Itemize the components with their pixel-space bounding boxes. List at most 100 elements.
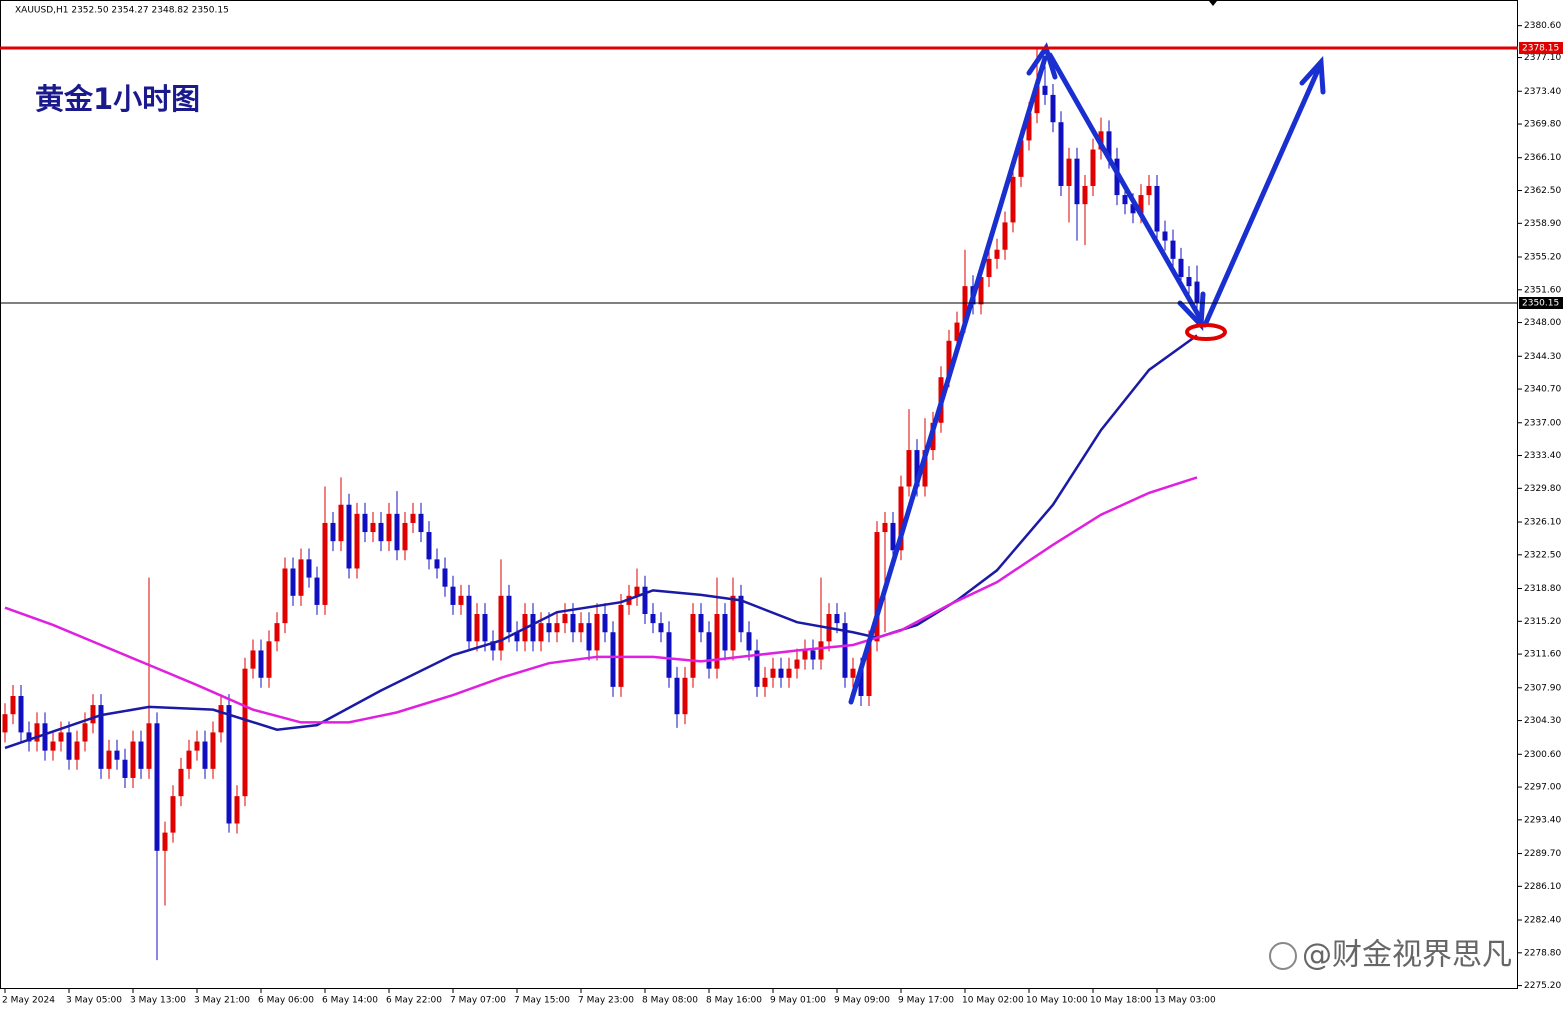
- candle-body: [746, 632, 752, 651]
- candle-body: [874, 532, 880, 642]
- candle-body: [546, 623, 552, 633]
- candle-body: [1154, 185, 1160, 232]
- candle-body: [346, 504, 352, 569]
- candle-body: [210, 732, 216, 769]
- candle-body: [322, 522, 328, 605]
- candle-body: [810, 650, 816, 660]
- candle-body: [794, 659, 800, 669]
- candle-body: [1146, 185, 1152, 196]
- candle-body: [714, 614, 720, 669]
- candle-body: [1122, 195, 1128, 205]
- candle-body: [66, 732, 72, 760]
- candle-body: [298, 559, 304, 596]
- candle-body: [354, 513, 360, 569]
- candle-body: [554, 623, 560, 633]
- y-tick-label: 2329.80: [1524, 484, 1561, 494]
- candle-body: [610, 632, 616, 687]
- y-tick-label: 2322.50: [1524, 550, 1561, 560]
- candle-body: [786, 668, 792, 678]
- y-tick-label: 2278.80: [1524, 948, 1561, 958]
- candle-body: [994, 249, 1000, 259]
- x-tick-label: 8 May 16:00: [706, 996, 762, 1006]
- candle-body: [602, 614, 608, 633]
- y-tick-label: 2344.30: [1524, 352, 1561, 362]
- y-tick-label: 2351.60: [1524, 285, 1561, 295]
- watermark-group: @财金视界思凡: [1269, 938, 1512, 973]
- candle-body: [778, 668, 784, 678]
- y-tick-label: 2286.10: [1524, 882, 1561, 892]
- candle-body: [1074, 158, 1080, 205]
- target-ellipse: [1185, 323, 1227, 341]
- candle-body: [386, 513, 392, 542]
- y-tick-label: 2358.90: [1524, 219, 1561, 229]
- y-tick-label: 2318.80: [1524, 584, 1561, 594]
- candle-body: [762, 677, 768, 687]
- x-tick-label: 7 May 23:00: [578, 996, 634, 1006]
- x-tick-label: 9 May 01:00: [770, 996, 826, 1006]
- y-tick-label: 2297.00: [1524, 783, 1561, 793]
- candle-body: [138, 741, 144, 769]
- candle-body: [162, 832, 168, 851]
- candle-body: [986, 258, 992, 278]
- candle-body: [866, 641, 872, 696]
- y-tick-label: 2326.10: [1524, 518, 1561, 528]
- candle-body: [618, 604, 624, 687]
- candle-body: [458, 595, 464, 605]
- candle-body: [1018, 140, 1024, 177]
- candle-body: [146, 723, 152, 769]
- candle-body: [218, 705, 224, 733]
- candle-body: [650, 614, 656, 624]
- candle-body: [90, 705, 96, 724]
- candle-body: [466, 595, 472, 642]
- candle-body: [82, 723, 88, 742]
- candle-body: [434, 559, 440, 569]
- x-tick-label: 10 May 18:00: [1090, 996, 1152, 1006]
- x-tick-label: 8 May 08:00: [642, 996, 698, 1006]
- candle-body: [1186, 277, 1192, 287]
- candle-body: [586, 623, 592, 651]
- y-tick-label: 2366.10: [1524, 153, 1561, 163]
- x-tick-label: 3 May 05:00: [66, 996, 122, 1006]
- candle-body: [34, 723, 40, 742]
- candle-body: [442, 568, 448, 587]
- watermark: @财金视界思凡: [1302, 938, 1512, 973]
- candle-body: [578, 623, 584, 633]
- candle-body: [194, 741, 200, 751]
- candle-body: [1058, 122, 1064, 186]
- candle-body: [338, 504, 344, 542]
- candle-body: [242, 668, 248, 797]
- candle-body: [690, 614, 696, 678]
- x-tick-label: 10 May 02:00: [962, 996, 1024, 1006]
- y-tick-label: 2373.40: [1524, 87, 1561, 97]
- candle-body: [698, 614, 704, 633]
- candle-body: [962, 286, 968, 323]
- x-tick-label: 7 May 07:00: [450, 996, 506, 1006]
- candle-body: [634, 586, 640, 596]
- candle-body: [426, 532, 432, 560]
- candle-body: [1026, 113, 1032, 141]
- candle-body: [530, 614, 536, 642]
- candle-body: [26, 732, 32, 742]
- candle-body: [890, 522, 896, 551]
- candle-body: [258, 650, 264, 678]
- price-label: 2350.15: [1522, 298, 1559, 308]
- candle-body: [882, 522, 888, 533]
- candle-body: [314, 577, 320, 605]
- candle-body: [1042, 85, 1048, 95]
- plot-frame: [0, 0, 1518, 989]
- y-tick-label: 2282.40: [1524, 916, 1561, 926]
- y-tick-label: 2293.40: [1524, 815, 1561, 825]
- candle-body: [922, 450, 928, 487]
- y-tick-label: 2348.00: [1524, 318, 1561, 328]
- candle-body: [674, 677, 680, 715]
- candle-body: [1082, 185, 1088, 205]
- candle-body: [1050, 94, 1056, 123]
- arrow-up-1: [848, 55, 1048, 705]
- candle-body: [250, 650, 256, 669]
- x-tick-label: 9 May 17:00: [898, 996, 954, 1006]
- candle-body: [754, 650, 760, 687]
- candle-body: [202, 741, 208, 769]
- candle-body: [498, 595, 504, 651]
- candle-body: [1178, 258, 1184, 278]
